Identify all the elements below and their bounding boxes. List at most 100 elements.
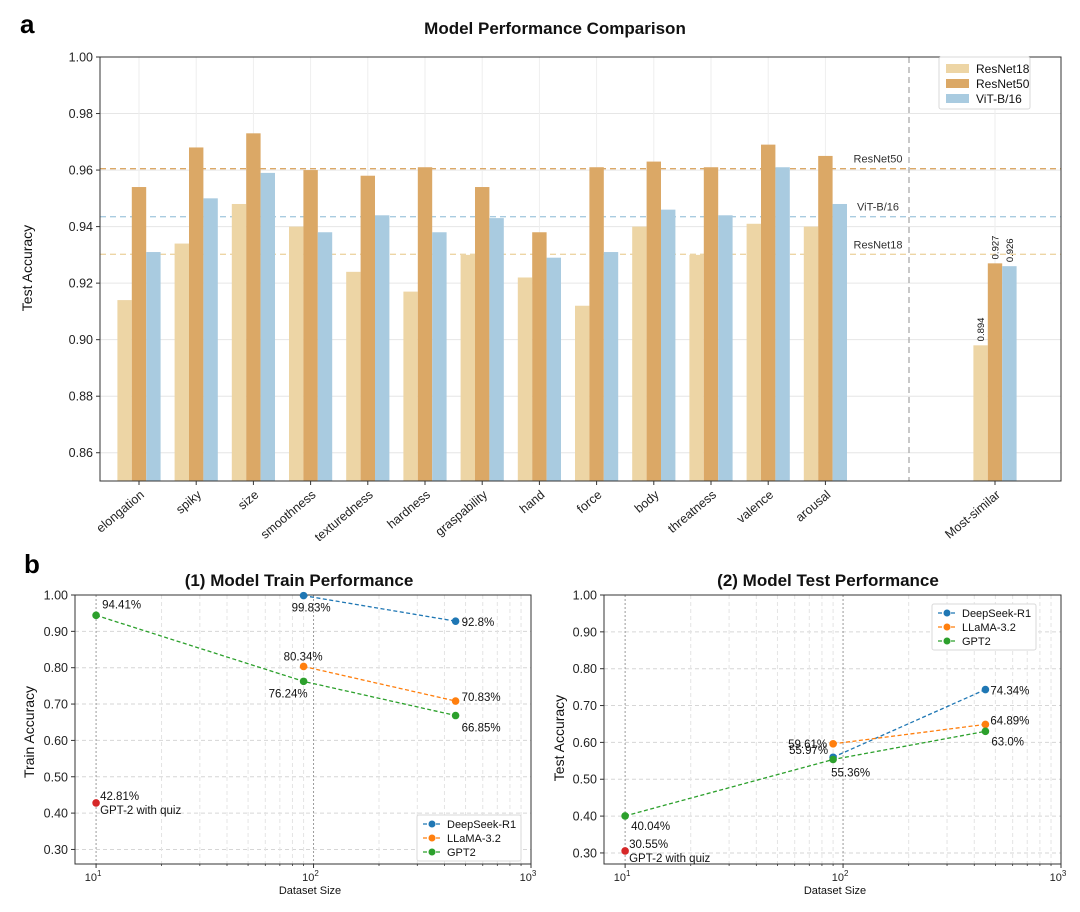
legend-label-gpt2: GPT2 (962, 636, 991, 648)
x-tick-label-smoothness: smoothness (258, 488, 319, 542)
legend-box (931, 603, 1037, 651)
panel-b-letter: b (24, 549, 40, 579)
series-line-llama-3-2 (833, 723, 986, 745)
bar-vit-b-16-elongation (146, 252, 161, 481)
data-point-gpt2 (981, 727, 990, 736)
data-point-gpt2 (829, 755, 837, 764)
bar-vit-b-16-spiky (203, 198, 218, 482)
legend-label-llama-3-2: LLaMA-3.2 (447, 833, 501, 845)
bar-resnet18-hardness (403, 291, 418, 481)
data-point-gpt2 (299, 677, 308, 686)
x-tick-label: 101 (85, 869, 102, 884)
x-tick-label-size: size (235, 488, 261, 513)
data-point-llama-3-2 (829, 740, 837, 748)
x-tick-label: 101 (614, 869, 631, 884)
bar-value-label: 0.927 (991, 236, 1002, 260)
legend-swatch-vit-b-16 (946, 94, 969, 103)
bar-resnet50-graspability (475, 187, 490, 481)
y-tick-label: 0.70 (573, 699, 597, 713)
bar-resnet50-texturedness (360, 175, 375, 481)
x-tick-label-arousal: arousal (793, 488, 833, 525)
x-tick-label: 103 (1050, 869, 1067, 884)
data-label-gpt2: 66.85% (462, 723, 501, 735)
x-tick-label-body: body (632, 487, 662, 516)
legend-label-deepseek-r1: DeepSeek-R1 (447, 819, 516, 831)
y-tick-label: 0.86 (69, 446, 93, 460)
x-tick-label: 103 (520, 869, 537, 884)
data-point-llama-3-2 (299, 662, 308, 671)
bar-vit-b-16-size (260, 172, 275, 482)
y-tick-label: 0.98 (69, 107, 93, 121)
data-label-gpt2: 40.04% (631, 821, 670, 833)
y-tick-label: 0.90 (573, 625, 597, 639)
legend-marker-gpt2 (428, 848, 436, 856)
chart-a-y-axis-label: Test Accuracy (19, 225, 35, 311)
y-tick-label: 0.96 (69, 164, 93, 178)
legend-label-gpt2: GPT2 (447, 847, 476, 859)
bar-vit-b-16-threatness (718, 215, 733, 481)
data-point-llama-3-2 (981, 720, 990, 729)
chart-b1-plot: 0.30 0.40 0.50 0.60 0.70 0.80 0.90 1.00 101 102 10… (44, 589, 537, 885)
x-tick-label-valence: valence (734, 488, 776, 526)
y-tick-label: 0.40 (44, 807, 68, 821)
data-label-gpt2-with-quiz-value: 30.55% (629, 839, 668, 851)
chart-a-bars: 0.894 0.927 0.926 (117, 133, 1017, 482)
y-tick-label: 1.00 (573, 589, 597, 603)
data-label-llama-3-2: 80.34% (284, 651, 323, 663)
bar-resnet18-elongation (117, 300, 132, 481)
bar-vit-b-16-arousal (832, 203, 847, 481)
data-label-gpt2: 63.0% (991, 736, 1024, 748)
x-tick-label-graspability: graspability (433, 487, 491, 539)
reference-line-label-vit-b-16: ViT-B/16 (857, 202, 899, 214)
data-label-llama-3-2: 64.89% (990, 715, 1029, 727)
y-tick-label: 0.90 (44, 625, 68, 639)
bar-vit-b-16-force (603, 252, 619, 481)
bar-vit-b-16-graspability (489, 218, 504, 481)
y-tick-label: 0.30 (573, 846, 597, 860)
x-tick-label-elongation: elongation (94, 488, 147, 536)
data-label-deepseek-r1: 74.34% (990, 686, 1029, 698)
chart-a-x-ticks: elongation spiky sizesmoothnesstexturednes… (94, 481, 1003, 544)
x-tick-label-force: force (574, 488, 604, 517)
legend-label-resnet18: ResNet18 (976, 62, 1030, 76)
panel-a-letter: a (20, 9, 35, 39)
legend-label-deepseek-r1: DeepSeek-R1 (962, 608, 1031, 620)
bar-resnet18-spiky (174, 243, 189, 481)
legend-label-llama-3-2: LLaMA-3.2 (962, 622, 1016, 634)
data-label-deepseek-r1: 99.83% (292, 603, 331, 615)
bar-resnet50-body (646, 161, 661, 481)
legend-marker-deepseek-r1 (428, 820, 436, 828)
y-tick-label: 0.80 (44, 661, 68, 675)
data-point-deepseek-r1 (981, 685, 990, 694)
reference-line-label-resnet50: ResNet50 (854, 154, 903, 166)
x-tick-label: 102 (302, 869, 319, 884)
bar-resnet18-body (632, 226, 647, 481)
data-label-gpt2-with-quiz-value: 42.81% (100, 791, 139, 803)
y-tick-label: 0.92 (69, 277, 93, 291)
series-line-deepseek-r1 (832, 688, 986, 758)
bar-resnet18-hand (517, 277, 533, 481)
y-tick-label: 0.88 (69, 390, 93, 404)
bar-resnet50-most-similar (987, 263, 1003, 481)
data-point-gpt2 (92, 611, 100, 620)
data-label-gpt2: 55.36% (831, 767, 870, 779)
data-label-deepseek-r1: 92.8% (462, 617, 495, 629)
chart-b2-y-axis-label: Test Accuracy (551, 695, 567, 781)
reference-line-label-resnet18: ResNet18 (854, 239, 903, 251)
data-point-deepseek-r1 (299, 591, 308, 600)
bar-resnet50-arousal (818, 155, 833, 481)
chart-a-frame (99, 56, 1062, 482)
bar-vit-b-16-smoothness (317, 232, 333, 481)
bar-resnet50-hardness (417, 167, 433, 482)
bar-resnet18-smoothness (289, 226, 304, 481)
y-tick-label: 1.00 (44, 589, 68, 603)
legend-box (416, 814, 522, 862)
bar-vit-b-16-most-similar (1002, 266, 1017, 481)
data-label-gpt2-with-quiz-name: GPT-2 with quiz (629, 853, 710, 865)
legend-marker-llama-3-2 (428, 834, 436, 842)
legend-label-vit-b-16: ViT-B/16 (976, 92, 1022, 106)
x-tick-label-hand: hand (517, 488, 547, 517)
bar-resnet18-force (575, 305, 590, 481)
